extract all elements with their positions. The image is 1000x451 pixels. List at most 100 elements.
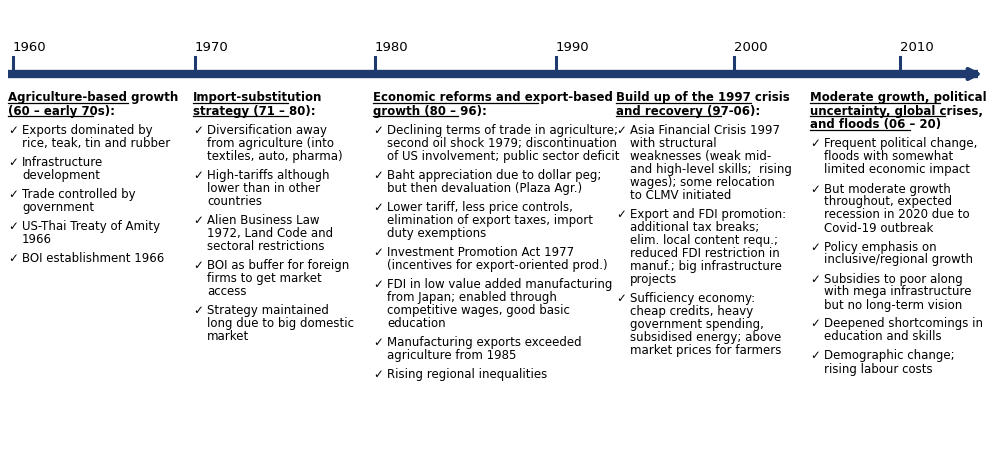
Text: Export and FDI promotion:: Export and FDI promotion:: [630, 207, 786, 221]
Text: ✓: ✓: [8, 188, 18, 201]
Text: Baht appreciation due to dollar peg;: Baht appreciation due to dollar peg;: [387, 169, 601, 182]
Text: and high-level skills;  rising: and high-level skills; rising: [630, 163, 792, 175]
Text: Exports dominated by: Exports dominated by: [22, 124, 153, 137]
Text: elim. local content requ.;: elim. local content requ.;: [630, 234, 778, 246]
Text: but no long-term vision: but no long-term vision: [824, 298, 962, 311]
Text: of US involvement; public sector deficit: of US involvement; public sector deficit: [387, 150, 620, 163]
Text: long due to big domestic: long due to big domestic: [207, 316, 354, 329]
Text: development: development: [22, 169, 100, 182]
Text: growth (80 – 96):: growth (80 – 96):: [373, 104, 487, 117]
Text: inclusive/regional growth: inclusive/regional growth: [824, 253, 973, 266]
Text: FDI in low value added manufacturing: FDI in low value added manufacturing: [387, 277, 612, 290]
Text: ✓: ✓: [810, 182, 820, 195]
Text: 1960: 1960: [13, 41, 47, 54]
Text: 1980: 1980: [375, 41, 409, 54]
Text: Deepened shortcomings in: Deepened shortcomings in: [824, 317, 983, 330]
Text: Rising regional inequalities: Rising regional inequalities: [387, 367, 547, 380]
Text: government: government: [22, 201, 94, 213]
Text: BOI establishment 1966: BOI establishment 1966: [22, 252, 164, 264]
Text: ✓: ✓: [8, 220, 18, 232]
Text: 2000: 2000: [734, 41, 768, 54]
Text: ✓: ✓: [616, 291, 626, 304]
Text: ✓: ✓: [373, 124, 383, 137]
Text: 1970: 1970: [195, 41, 229, 54]
Text: limited economic impact: limited economic impact: [824, 163, 970, 176]
Text: market prices for farmers: market prices for farmers: [630, 343, 781, 356]
Text: But moderate growth: But moderate growth: [824, 182, 951, 195]
Text: ✓: ✓: [193, 258, 203, 272]
Text: with structural: with structural: [630, 137, 717, 150]
Text: ✓: ✓: [373, 367, 383, 380]
Text: weaknesses (weak mid-: weaknesses (weak mid-: [630, 150, 771, 163]
Text: 1966: 1966: [22, 232, 52, 245]
Text: ✓: ✓: [373, 335, 383, 348]
Text: Asia Financial Crisis 1997: Asia Financial Crisis 1997: [630, 124, 780, 137]
Text: ✓: ✓: [8, 252, 18, 264]
Text: ✓: ✓: [373, 245, 383, 258]
Text: Infrastructure: Infrastructure: [22, 156, 103, 169]
Text: with mega infrastructure: with mega infrastructure: [824, 285, 972, 298]
Text: from agriculture (into: from agriculture (into: [207, 137, 334, 150]
Text: Economic reforms and export-based: Economic reforms and export-based: [373, 91, 613, 104]
Text: ✓: ✓: [193, 124, 203, 137]
Text: market: market: [207, 329, 249, 342]
Text: education: education: [387, 316, 446, 329]
Text: Declining terms of trade in agriculture;: Declining terms of trade in agriculture;: [387, 124, 618, 137]
Text: Investment Promotion Act 1977: Investment Promotion Act 1977: [387, 245, 574, 258]
Text: recession in 2020 due to: recession in 2020 due to: [824, 208, 970, 221]
Text: reduced FDI restriction in: reduced FDI restriction in: [630, 246, 780, 259]
Text: 1990: 1990: [556, 41, 590, 54]
Text: cheap credits, heavy: cheap credits, heavy: [630, 304, 753, 318]
Text: ✓: ✓: [193, 213, 203, 226]
Text: countries: countries: [207, 194, 262, 207]
Text: ✓: ✓: [373, 201, 383, 213]
Text: projects: projects: [630, 272, 677, 285]
Text: wages); some relocation: wages); some relocation: [630, 175, 775, 189]
Text: uncertainty, global crises,: uncertainty, global crises,: [810, 104, 983, 117]
Text: Sufficiency economy:: Sufficiency economy:: [630, 291, 755, 304]
Text: and floods (06 – 20): and floods (06 – 20): [810, 118, 941, 131]
Text: throughout, expected: throughout, expected: [824, 195, 952, 208]
Text: and recovery (97-06):: and recovery (97-06):: [616, 104, 760, 117]
Text: firms to get market: firms to get market: [207, 272, 322, 285]
Text: government spending,: government spending,: [630, 318, 764, 330]
Text: ✓: ✓: [810, 349, 820, 362]
Text: BOI as buffer for foreign: BOI as buffer for foreign: [207, 258, 349, 272]
Text: Strategy maintained: Strategy maintained: [207, 304, 329, 316]
Text: textiles, auto, pharma): textiles, auto, pharma): [207, 150, 343, 163]
Text: manuf.; big infrastructure: manuf.; big infrastructure: [630, 259, 782, 272]
Text: (incentives for export-oriented prod.): (incentives for export-oriented prod.): [387, 258, 608, 272]
Text: lower than in other: lower than in other: [207, 182, 320, 194]
Text: sectoral restrictions: sectoral restrictions: [207, 239, 324, 253]
Text: Diversification away: Diversification away: [207, 124, 327, 137]
Text: ✓: ✓: [373, 277, 383, 290]
Text: Trade controlled by: Trade controlled by: [22, 188, 136, 201]
Text: Lower tariff, less price controls,: Lower tariff, less price controls,: [387, 201, 573, 213]
Text: Alien Business Law: Alien Business Law: [207, 213, 320, 226]
Text: education and skills: education and skills: [824, 330, 942, 343]
Text: Agriculture-based growth: Agriculture-based growth: [8, 91, 178, 104]
Text: (60 – early 70s):: (60 – early 70s):: [8, 104, 115, 117]
Text: Build up of the 1997 crisis: Build up of the 1997 crisis: [616, 91, 790, 104]
Text: 1972, Land Code and: 1972, Land Code and: [207, 226, 333, 239]
Text: strategy (71 – 80):: strategy (71 – 80):: [193, 104, 316, 117]
Text: competitive wages, good basic: competitive wages, good basic: [387, 304, 570, 316]
Text: ✓: ✓: [373, 169, 383, 182]
Text: ✓: ✓: [810, 137, 820, 150]
Text: Manufacturing exports exceeded: Manufacturing exports exceeded: [387, 335, 582, 348]
Text: ✓: ✓: [810, 317, 820, 330]
Text: floods with somewhat: floods with somewhat: [824, 150, 953, 163]
Text: ✓: ✓: [810, 272, 820, 285]
Text: ✓: ✓: [8, 124, 18, 137]
Text: ✓: ✓: [8, 156, 18, 169]
Text: but then devaluation (Plaza Agr.): but then devaluation (Plaza Agr.): [387, 182, 582, 194]
Text: Policy emphasis on: Policy emphasis on: [824, 240, 937, 253]
Text: subsidised energy; above: subsidised energy; above: [630, 330, 781, 343]
Text: Covid-19 outbreak: Covid-19 outbreak: [824, 221, 933, 234]
Text: from Japan; enabled through: from Japan; enabled through: [387, 290, 557, 304]
Text: US-Thai Treaty of Amity: US-Thai Treaty of Amity: [22, 220, 160, 232]
Text: ✓: ✓: [193, 169, 203, 182]
Text: Subsidies to poor along: Subsidies to poor along: [824, 272, 963, 285]
Text: to CLMV initiated: to CLMV initiated: [630, 189, 731, 202]
Text: Moderate growth, political: Moderate growth, political: [810, 91, 987, 104]
